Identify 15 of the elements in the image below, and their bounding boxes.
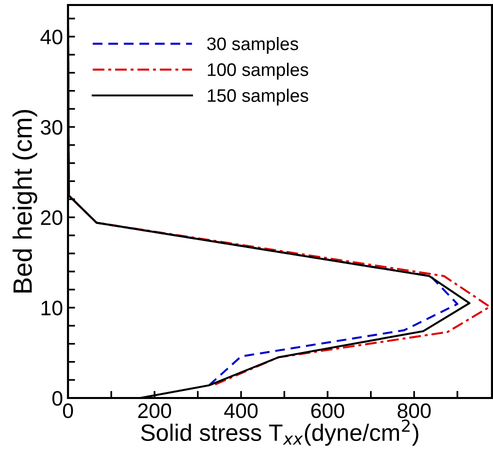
y-tick-label: 40 xyxy=(40,30,62,44)
y-tick-label: 0 xyxy=(52,391,62,406)
y-tick-label: 10 xyxy=(42,300,62,316)
text: 30 samples xyxy=(207,36,298,54)
y-tick-label: 30 xyxy=(40,120,62,135)
x-tick-label: 200 xyxy=(138,403,172,418)
x-tick-label: 400 xyxy=(224,403,258,418)
y-tick-label: 20 xyxy=(41,210,62,226)
x-tick-label: 800 xyxy=(398,403,431,418)
x-axis-title: Solid stress T$_{xx}$(dyne/cm$^{2}$) xyxy=(141,420,418,446)
text: 150 samples xyxy=(208,88,308,106)
x-tick-label: 600 xyxy=(311,403,344,418)
x-tick-label: 0 xyxy=(63,403,73,418)
text: 100 samples xyxy=(208,62,308,80)
y-axis-title: Bed height (cm) xyxy=(12,110,38,292)
